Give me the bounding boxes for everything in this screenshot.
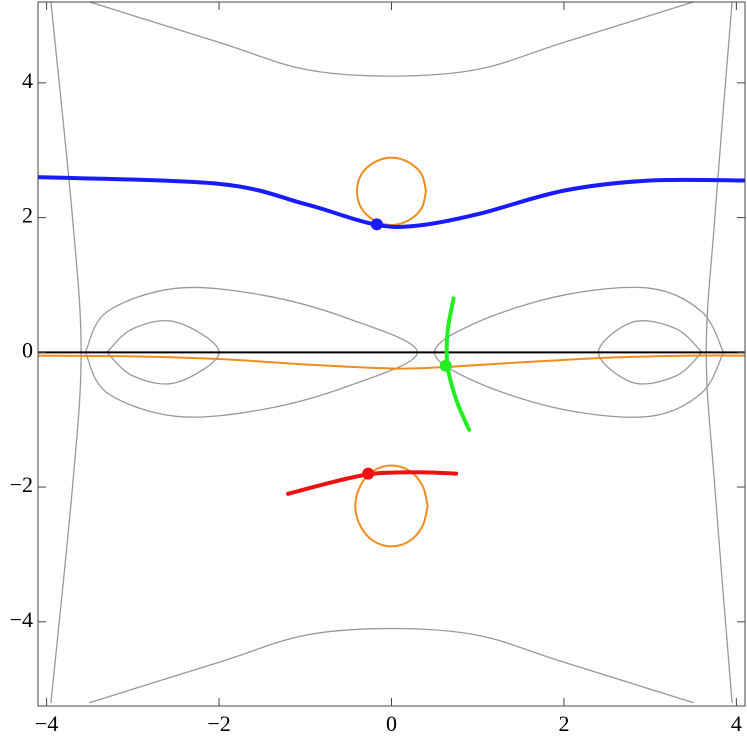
point — [439, 359, 452, 372]
curve — [89, 2, 694, 77]
x-tick-label: 4 — [731, 711, 742, 736]
y-tick-label: −2 — [10, 472, 33, 497]
curve — [356, 156, 427, 226]
curve — [38, 354, 745, 370]
x-tick-label: −2 — [207, 711, 230, 736]
curve — [286, 470, 459, 496]
plot-area — [38, 2, 745, 704]
point — [370, 218, 383, 231]
y-tick-label: 4 — [22, 68, 33, 93]
y-tick-label: −4 — [10, 607, 33, 632]
x-tick-label: 0 — [386, 711, 397, 736]
x-tick-label: 2 — [558, 711, 569, 736]
frame — [37, 1, 746, 707]
point — [362, 467, 375, 480]
curve — [38, 175, 745, 229]
y-tick-label: 0 — [22, 337, 33, 362]
y-tick-label: 2 — [22, 203, 33, 228]
curve — [89, 627, 694, 704]
x-tick-label: −4 — [35, 711, 58, 736]
